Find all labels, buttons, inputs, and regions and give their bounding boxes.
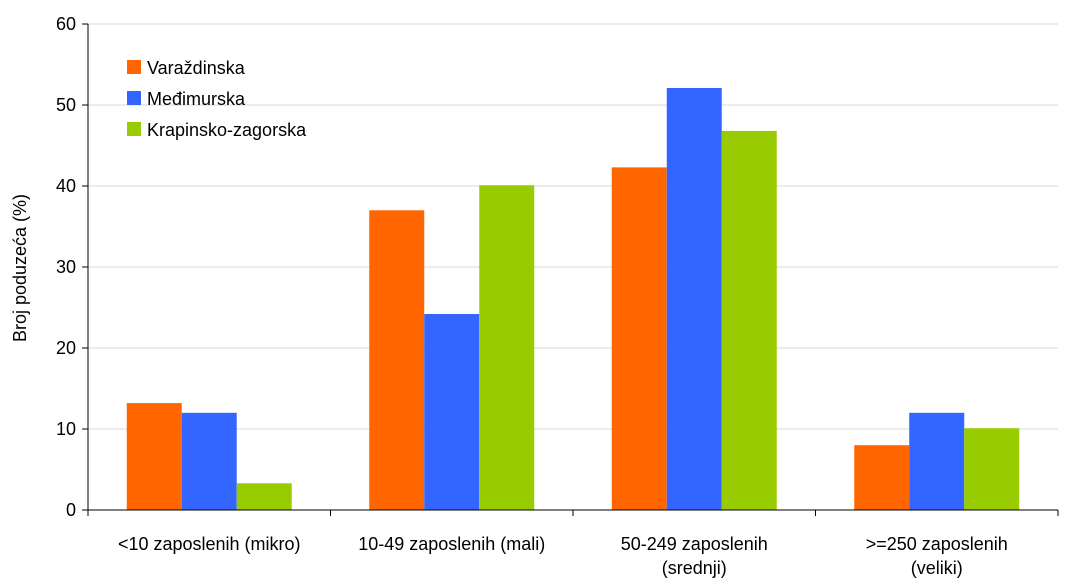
legend: Varaždinska Međimurska Krapinsko-zagorska <box>127 58 307 140</box>
y-tick-label: 50 <box>56 95 76 115</box>
y-tick-label: 30 <box>56 257 76 277</box>
x-tick-label: (veliki) <box>911 558 963 578</box>
bar <box>181 412 237 510</box>
y-tick-label: 20 <box>56 338 76 358</box>
bar <box>424 313 480 510</box>
y-tick-label: 10 <box>56 419 76 439</box>
x-tick-label: <10 zaposlenih (mikro) <box>118 534 301 554</box>
bar <box>854 445 910 510</box>
y-tick-label: 60 <box>56 14 76 34</box>
bar <box>479 185 535 510</box>
legend-swatch <box>127 122 141 136</box>
bar <box>611 167 667 510</box>
y-tick-label: 0 <box>66 500 76 520</box>
axes <box>82 23 1059 516</box>
x-tick-label: >=250 zaposlenih <box>866 534 1008 554</box>
bars <box>126 87 1020 511</box>
y-axis-label: Broj poduzeća (%) <box>10 194 30 342</box>
legend-swatch <box>127 91 141 105</box>
legend-swatch <box>127 60 141 74</box>
y-tick-label: 40 <box>56 176 76 196</box>
y-tick-labels: 0 10 20 30 40 50 60 <box>56 14 76 520</box>
x-tick-labels: <10 zaposlenih (mikro) 10-49 zaposlenih (… <box>118 534 1008 578</box>
bar <box>369 210 425 511</box>
legend-label: Međimurska <box>147 89 246 109</box>
bar <box>126 403 182 510</box>
x-tick-label: 10-49 zaposlenih (mali) <box>358 534 545 554</box>
bar <box>721 130 777 511</box>
bar <box>964 428 1020 510</box>
x-tick-label: (srednji) <box>662 558 727 578</box>
legend-label: Varaždinska <box>147 58 246 78</box>
bar <box>666 87 722 511</box>
x-tick-label: 50-249 zaposlenih <box>621 534 768 554</box>
legend-label: Krapinsko-zagorska <box>147 120 307 140</box>
bar <box>909 412 965 510</box>
bar <box>236 483 292 510</box>
gridlines <box>88 23 1058 430</box>
